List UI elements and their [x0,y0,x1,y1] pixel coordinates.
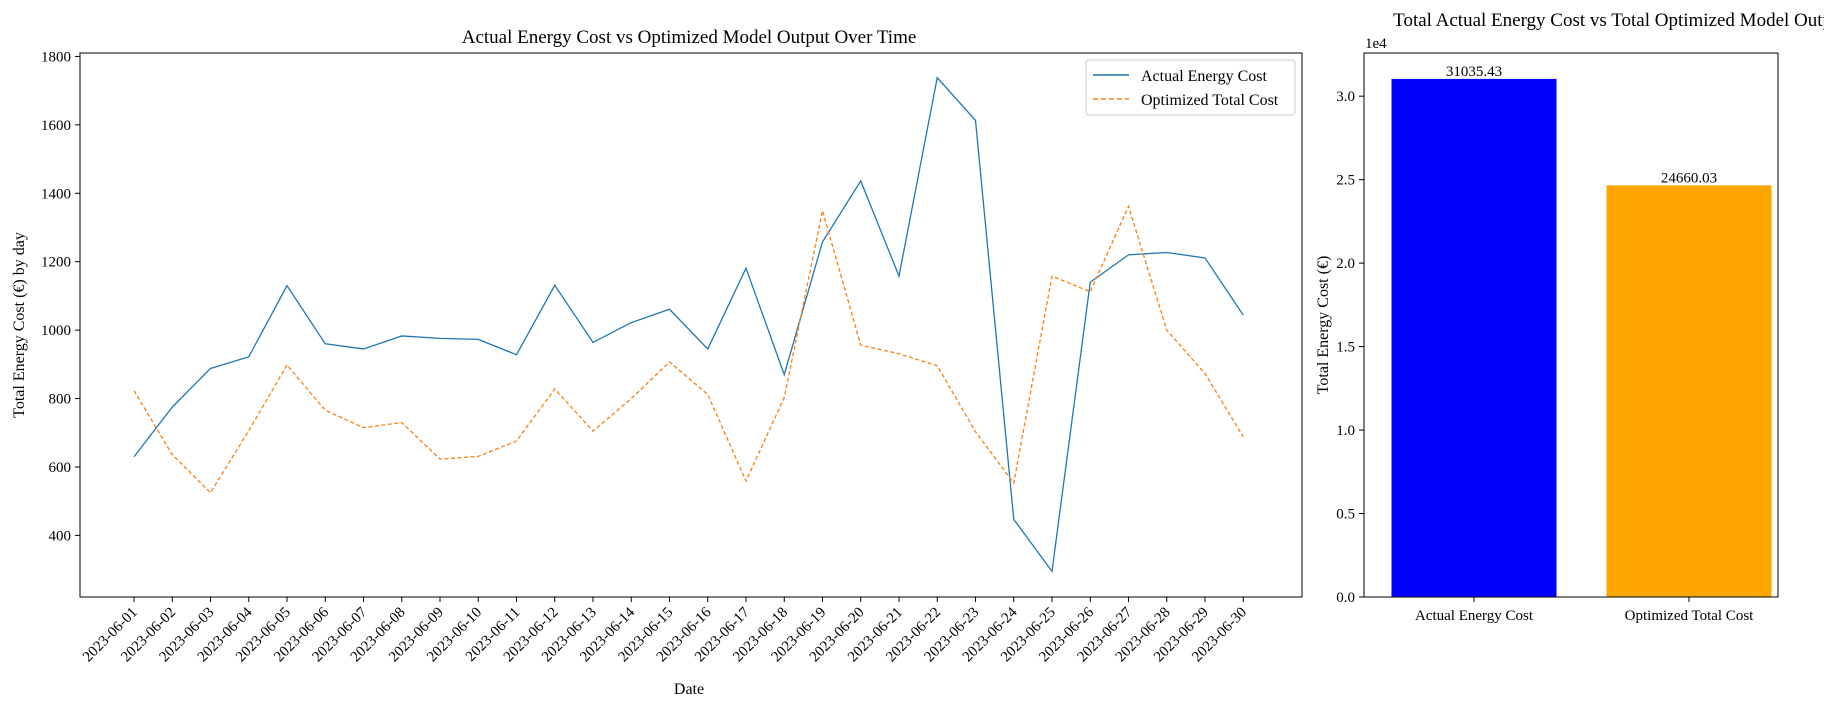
bar-y-tick-label: 1.0 [1336,423,1355,439]
bar-y-tick-label: 3.0 [1336,89,1355,105]
line-x-axis: 2023-06-012023-06-022023-06-032023-06-04… [80,597,1250,665]
bar-value-label: 24660.03 [1661,170,1717,186]
bar-optimized [1606,185,1772,597]
bar-plot-frame [1363,52,1779,598]
line-plot-frame [79,52,1303,598]
y-tick-label: 1600 [41,118,71,134]
bar-x-axis: Actual Energy Cost Optimized Total Cost [1415,597,1754,624]
bar-y-tick-label: 2.0 [1336,256,1355,272]
line-y-axis-label: Total Energy Cost (€) by day [11,232,28,418]
series-line-optimized [133,204,1244,494]
y-tick-label: 800 [49,392,72,408]
bar-value-label: 31035.43 [1446,64,1502,80]
line-chart: Actual Energy Cost vs Optimized Model Ou… [11,27,1303,698]
bar-x-tick-label: Optimized Total Cost [1625,608,1754,624]
bar-y-axis-label: Total Energy Cost (€) [1315,256,1332,395]
y-tick-label: 1800 [41,49,71,65]
bar-y-offset-text: 1e4 [1365,36,1387,52]
bar-y-tick-label: 0.5 [1336,507,1355,523]
bar-chart: Total Actual Energy Cost vs Total Optimi… [1315,10,1824,624]
line-chart-title: Actual Energy Cost vs Optimized Model Ou… [462,27,917,48]
legend-label-actual: Actual Energy Cost [1141,68,1267,85]
legend-box [1085,59,1296,116]
bar-y-tick-label: 0.0 [1336,590,1355,606]
y-tick-label: 1200 [41,255,71,271]
bar-y-axis: 0.0 0.5 1.0 1.5 2.0 2.5 3.0 [1336,89,1364,606]
bar-chart-title: Total Actual Energy Cost vs Total Optimi… [1393,10,1824,31]
bar-bars-group: 31035.43 24660.03 [1391,64,1772,598]
series-line-actual [133,76,1244,574]
bar-y-tick-label: 1.5 [1336,340,1355,356]
y-tick-label: 400 [49,528,72,544]
bar-y-tick-label: 2.5 [1336,173,1355,189]
line-series-group [133,76,1244,574]
legend-label-optimized: Optimized Total Cost [1141,92,1279,109]
y-tick-label: 1400 [41,186,71,202]
y-tick-label: 600 [49,460,72,476]
line-y-axis: 400 600 800 1000 1200 1400 1600 1800 [41,49,80,544]
line-x-axis-label: Date [674,681,704,698]
y-tick-label: 1000 [41,323,71,339]
bar-x-tick-label: Actual Energy Cost [1415,608,1534,624]
legend: Actual Energy Cost Optimized Total Cost [1085,59,1296,116]
bar-actual [1391,78,1557,598]
